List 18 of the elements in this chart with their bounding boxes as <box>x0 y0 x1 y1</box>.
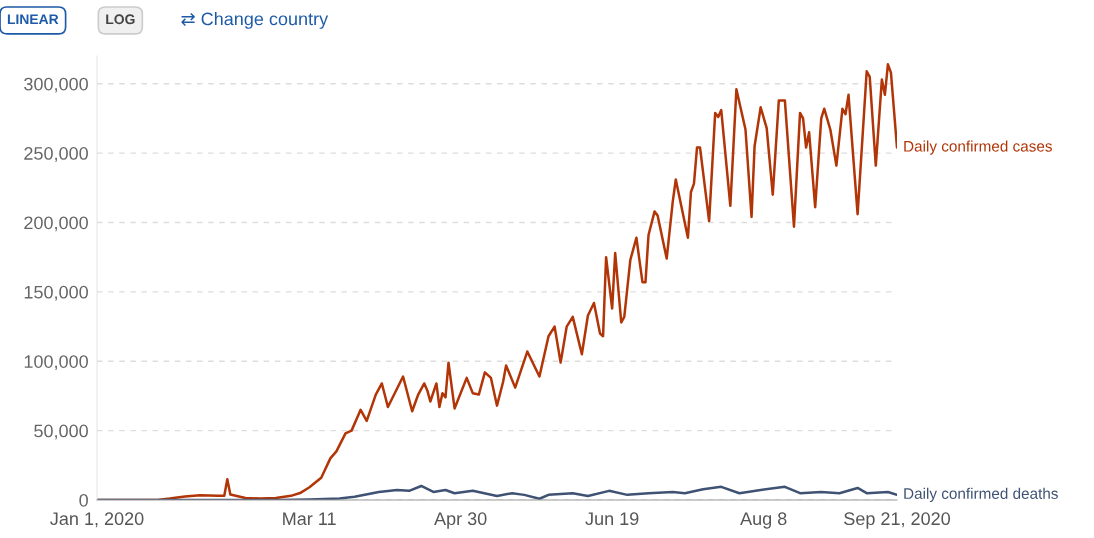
y-tick-label: 0 <box>79 493 88 507</box>
y-tick-label: 200,000 <box>24 216 88 232</box>
y-tick-label: 150,000 <box>24 285 88 301</box>
y-tick-label: 50,000 <box>34 424 88 440</box>
x-tick-label: Sep 21, 2020 <box>844 512 951 529</box>
x-tick-label: Apr 30 <box>434 512 487 529</box>
x-tick-label: Jan 1, 2020 <box>50 512 144 528</box>
text: LINEAR <box>7 14 59 25</box>
text: LOG <box>106 14 135 25</box>
x-tick-label: Aug 8 <box>740 512 787 529</box>
x-tick-label: Mar 11 <box>283 512 336 526</box>
x-tick-label: Jun 19 <box>585 512 639 526</box>
y-tick-label: 250,000 <box>24 147 88 162</box>
text: ⇄ Change country <box>181 12 329 29</box>
series-label: Daily confirmed cases <box>904 140 1052 155</box>
y-tick-label: 100,000 <box>24 355 88 371</box>
y-tick-label: 300,000 <box>24 77 88 93</box>
series-label: Daily confirmed deaths <box>904 487 1058 502</box>
